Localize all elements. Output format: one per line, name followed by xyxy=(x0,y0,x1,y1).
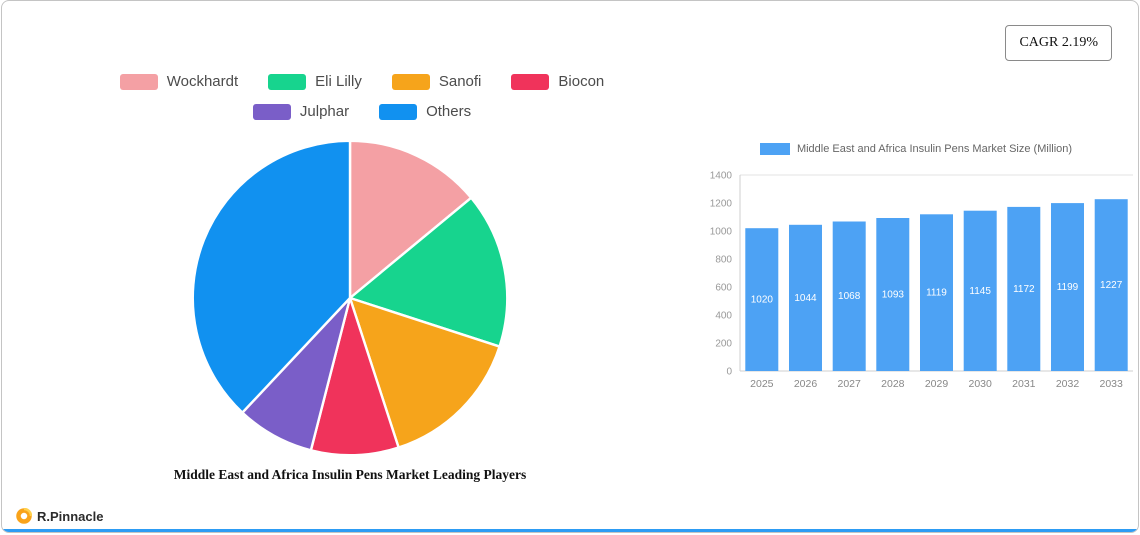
bar-value-label: 1199 xyxy=(1057,282,1079,293)
bar-2027[interactable] xyxy=(832,221,866,372)
bar-2029[interactable] xyxy=(920,214,953,371)
bar-legend-swatch xyxy=(759,143,790,155)
legend-item-julphar[interactable]: Julphar xyxy=(252,103,350,120)
y-tick-label: 600 xyxy=(715,283,732,294)
legend-swatch xyxy=(268,73,307,90)
legend-label: Julphar xyxy=(299,103,350,120)
bar-2028[interactable] xyxy=(876,218,910,371)
bar-value-label: 1068 xyxy=(838,291,861,302)
legend-swatch xyxy=(119,73,158,90)
legend-item-wockhardt[interactable]: Wockhardt xyxy=(119,73,239,90)
x-tick-label: 2026 xyxy=(794,378,818,390)
legend-swatch xyxy=(379,103,418,120)
brand-footer: R.Pinnacle xyxy=(16,508,103,524)
cagr-badge: CAGR 2.19% xyxy=(1005,25,1112,61)
pie-legend: Wockhardt Eli Lilly Sanofi Biocon Julphar Oth… xyxy=(62,73,662,120)
y-tick-label: 200 xyxy=(715,339,732,350)
legend-label: Wockhardt xyxy=(166,73,239,90)
legend-swatch xyxy=(391,73,430,90)
bar-2033[interactable] xyxy=(1094,199,1128,371)
x-tick-label: 2029 xyxy=(925,378,949,390)
bar-chart-legend[interactable]: Middle East and Africa Insulin Pens Mark… xyxy=(690,143,1138,155)
legend-label: Eli Lilly xyxy=(315,73,362,90)
bar-2030[interactable] xyxy=(963,210,997,371)
bar-value-label: 1044 xyxy=(794,293,817,304)
legend-item-others[interactable]: Others xyxy=(379,103,471,120)
x-tick-label: 2025 xyxy=(750,378,774,390)
legend-label: Biocon xyxy=(558,73,605,90)
y-tick-label: 1000 xyxy=(710,227,733,238)
legend-swatch xyxy=(252,103,291,120)
y-tick-label: 1200 xyxy=(710,199,733,210)
bar-2026[interactable] xyxy=(789,224,822,371)
x-tick-label: 2032 xyxy=(1056,378,1080,390)
bar-2025[interactable] xyxy=(745,228,779,371)
x-tick-label: 2033 xyxy=(1099,378,1123,390)
x-tick-label: 2031 xyxy=(1012,378,1036,390)
x-tick-label: 2030 xyxy=(968,378,992,390)
y-tick-label: 800 xyxy=(715,255,732,266)
x-tick-label: 2027 xyxy=(837,378,861,390)
bar-value-label: 1227 xyxy=(1100,280,1123,291)
pie-slice-others[interactable] xyxy=(191,139,352,414)
bar-2032[interactable] xyxy=(1051,203,1084,371)
bar-value-label: 1145 xyxy=(969,286,991,297)
pie-chart-title: Middle East and Africa Insulin Pens Mark… xyxy=(173,467,527,482)
bar-legend-label: Middle East and Africa Insulin Pens Mark… xyxy=(796,143,1073,155)
bar-2031[interactable] xyxy=(1007,206,1041,371)
bar-chart-svg: 0 200 400 600 800 1000 1200 1400 1020 2025 1044 202… xyxy=(710,171,1133,390)
pie-slice-eli-lilly[interactable] xyxy=(348,196,509,348)
pie-slice-biocon[interactable] xyxy=(309,296,400,457)
legend-swatch xyxy=(511,73,550,90)
brand-name: R.Pinnacle xyxy=(37,508,104,524)
legend-item-sanofi[interactable]: Sanofi xyxy=(391,73,482,90)
pie-slice-wockhardt[interactable] xyxy=(348,139,473,300)
bar-value-label: 1093 xyxy=(882,289,905,300)
bar-chart: Middle East and Africa Insulin Pens Mark… xyxy=(690,143,1138,409)
bottom-accent-strip xyxy=(2,529,1138,532)
legend-label: Others xyxy=(426,103,472,120)
legend-item-biocon[interactable]: Biocon xyxy=(511,73,604,90)
y-tick-label: 1400 xyxy=(710,171,733,182)
bar-value-label: 1020 xyxy=(751,295,774,306)
bar-value-label: 1119 xyxy=(926,288,947,299)
pie-chart-svg xyxy=(191,139,509,457)
brand-logo-icon xyxy=(16,508,32,524)
x-tick-label: 2028 xyxy=(881,378,905,390)
legend-label: Sanofi xyxy=(438,73,482,90)
bar-value-label: 1172 xyxy=(1013,284,1035,295)
y-tick-label: 400 xyxy=(715,311,732,322)
y-tick-label: 0 xyxy=(726,367,732,378)
legend-item-eli-lilly[interactable]: Eli Lilly xyxy=(268,73,362,90)
